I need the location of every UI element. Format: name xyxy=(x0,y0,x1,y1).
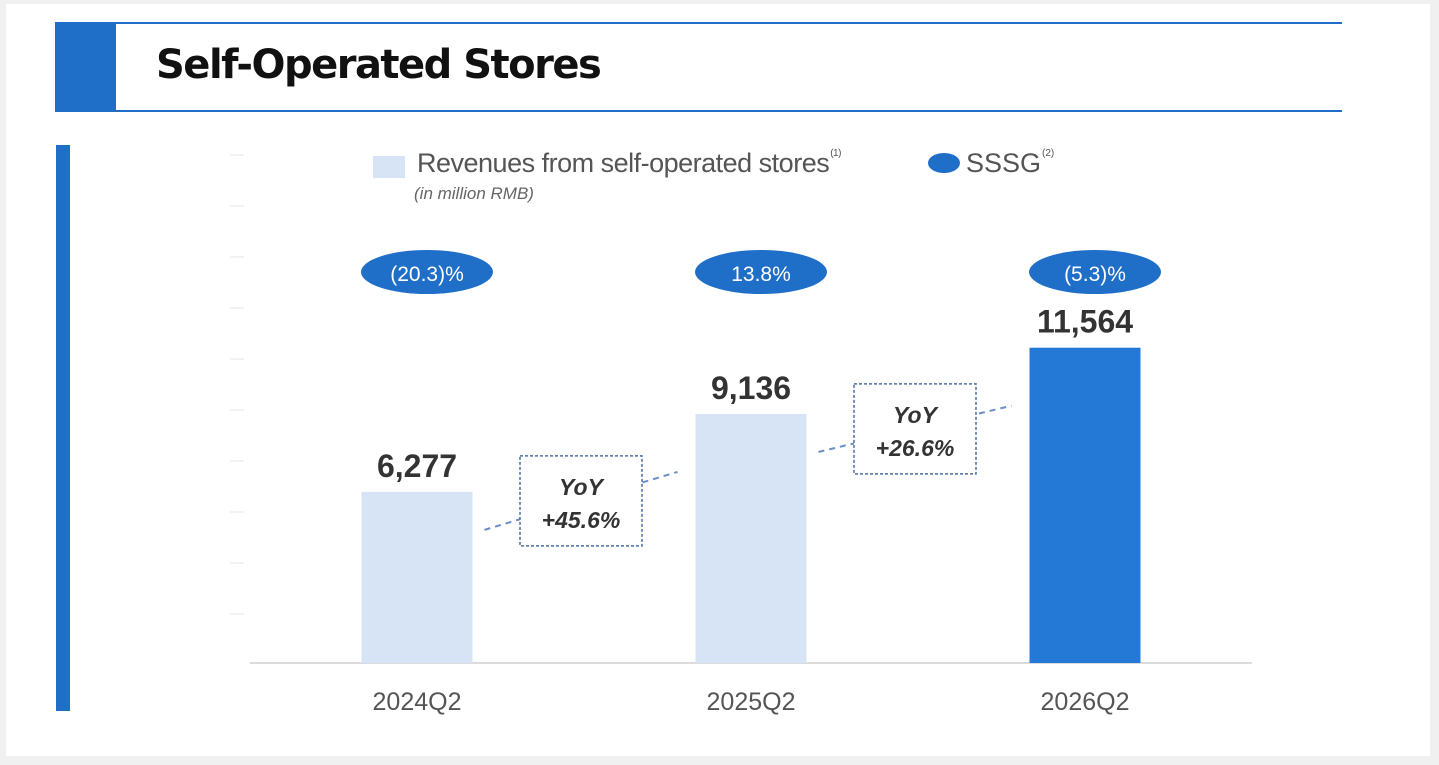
page-title: Self-Operated Stores xyxy=(156,42,602,88)
yoy-box xyxy=(519,455,643,547)
x-tick-label: 2026Q2 xyxy=(1041,688,1130,716)
legend-revenue-swatch xyxy=(373,156,405,178)
legend-revenue-footnote: (1) xyxy=(830,148,841,159)
yoy-value: +26.6% xyxy=(876,435,955,461)
title-accent-block xyxy=(55,22,116,111)
yoy-label: YoY xyxy=(893,402,940,428)
legend-sssg-label-wrap: SSSG(2) xyxy=(966,148,1054,179)
bar-2026Q2 xyxy=(1029,347,1141,663)
legend-sssg-footnote: (2) xyxy=(1042,148,1055,159)
title-rule-bottom xyxy=(55,110,1342,112)
legend-sssg-dot xyxy=(928,153,960,173)
x-tick-label: 2024Q2 xyxy=(373,688,462,716)
data-label: 9,136 xyxy=(711,370,791,406)
legend-revenue-units: (in million RMB) xyxy=(414,184,534,203)
legend-revenue-label-wrap: Revenues from self-operated stores(1) xyxy=(417,148,841,179)
bar-2025Q2 xyxy=(695,413,807,663)
sssg-pill xyxy=(1029,250,1161,294)
legend-sssg-label: SSSG xyxy=(966,148,1042,178)
yoy-box xyxy=(853,383,977,475)
left-accent-bar xyxy=(56,145,70,711)
sssg-pill xyxy=(361,250,493,294)
sssg-pill xyxy=(695,250,827,294)
sssg-label: 13.8% xyxy=(731,263,791,286)
sssg-label: (5.3)% xyxy=(1064,263,1126,286)
yoy-label: YoY xyxy=(559,474,606,500)
data-label: 11,564 xyxy=(1037,304,1133,340)
legend-revenue-label: Revenues from self-operated stores xyxy=(417,148,830,178)
yoy-value: +45.6% xyxy=(542,507,621,533)
data-label: 6,277 xyxy=(377,448,457,484)
sssg-label: (20.3)% xyxy=(390,263,464,286)
bar-2024Q2 xyxy=(361,491,473,663)
title-rule-top xyxy=(116,22,1342,24)
x-tick-label: 2025Q2 xyxy=(707,688,796,716)
